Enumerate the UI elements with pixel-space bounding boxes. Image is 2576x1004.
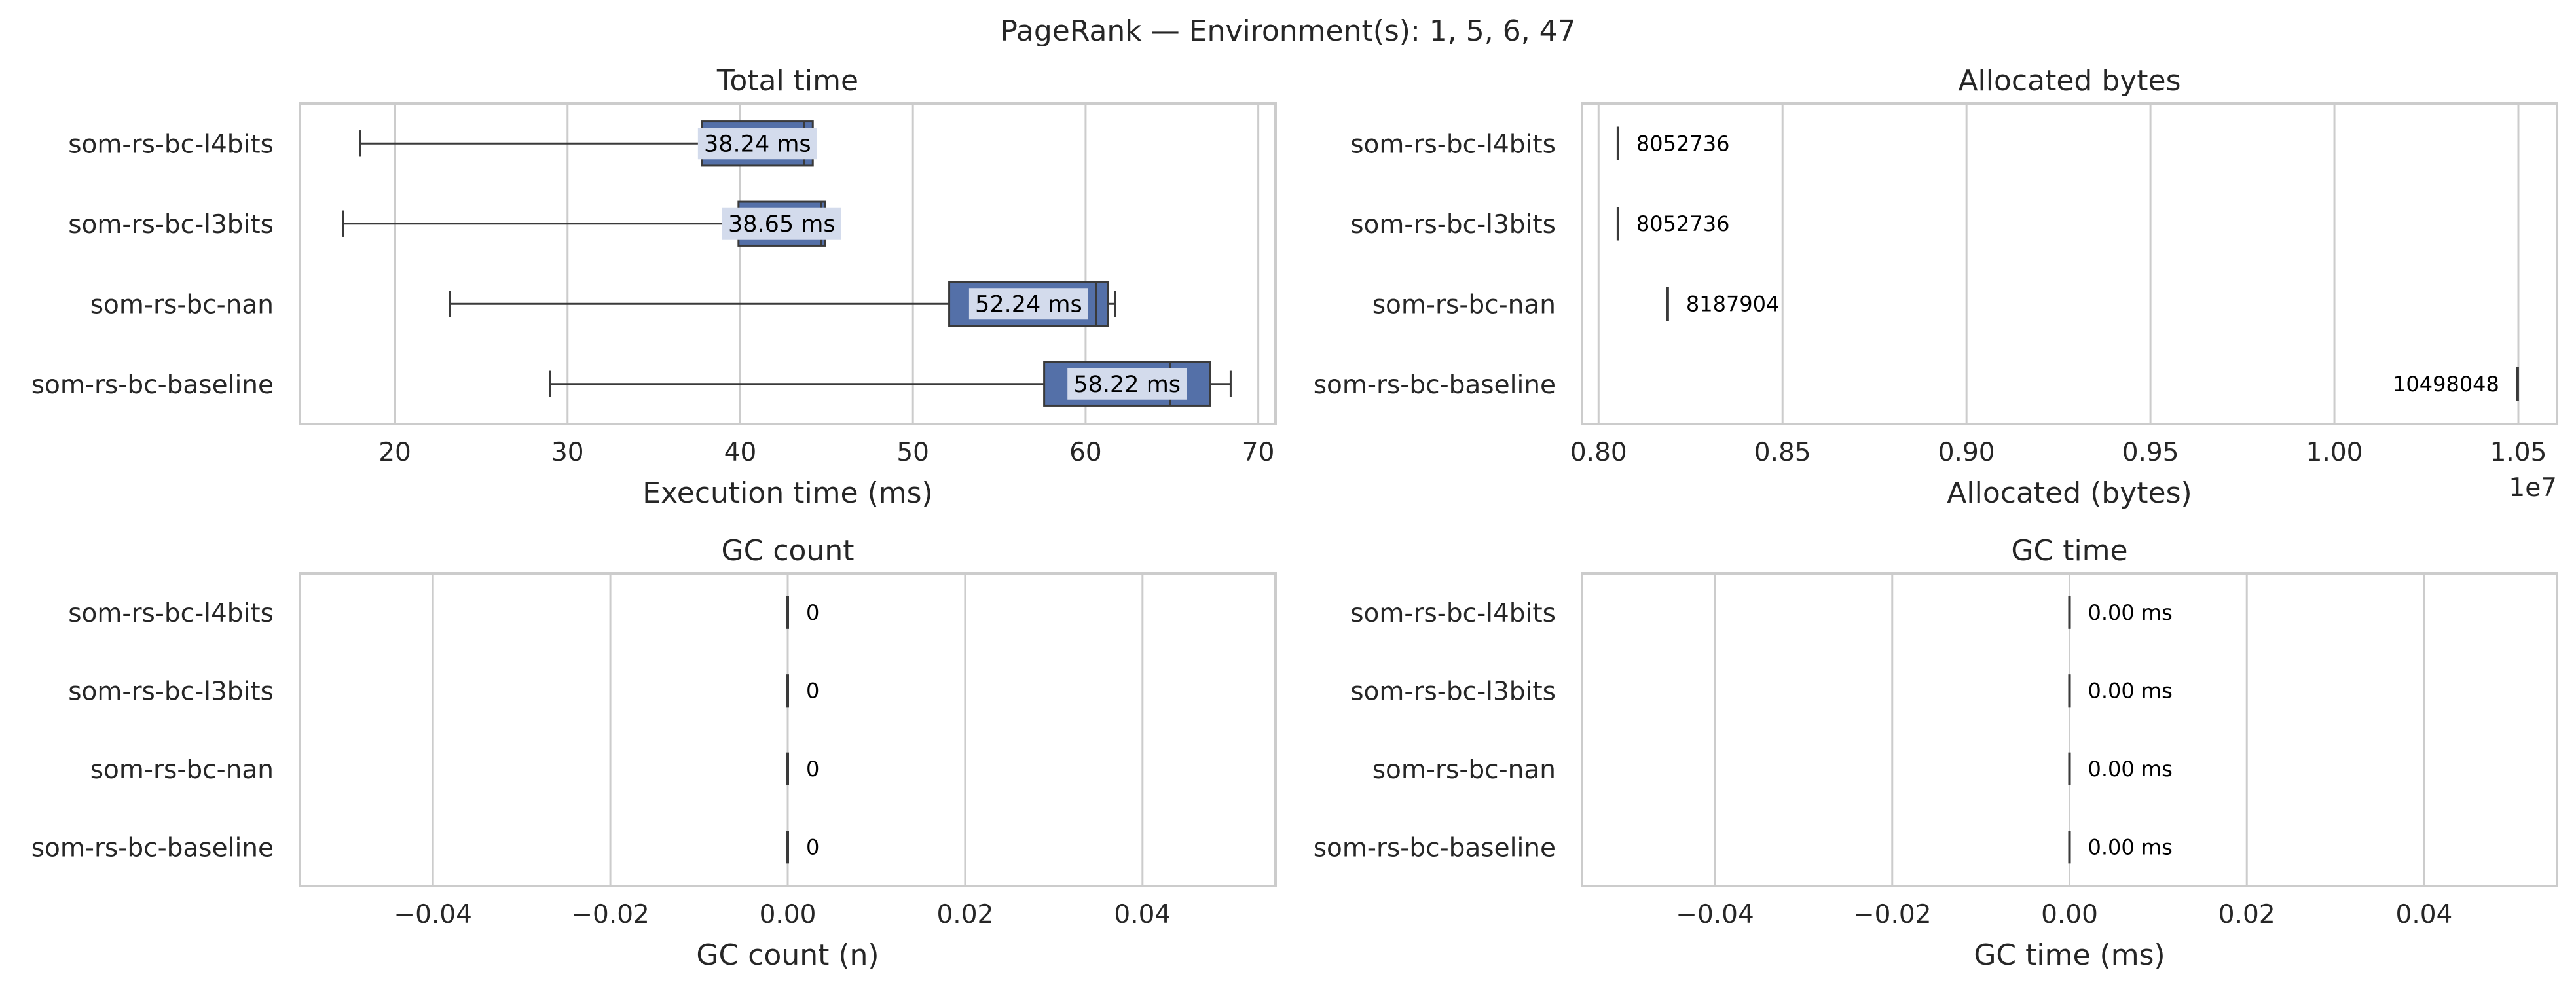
data-label: 0 (806, 678, 819, 703)
x-tick-label-5: 1.00 (2306, 438, 2363, 467)
box-1: 38.24 ms (359, 120, 817, 167)
box-2: 8052736 (1616, 207, 1730, 241)
y-tick-label-1: som-rs-bc-l4bits (1350, 130, 1556, 159)
x-tick-label-4: 50 (896, 438, 929, 467)
box-2: 0.00 ms (2068, 674, 2173, 708)
x-tick-label-1: 20 (378, 438, 411, 467)
box-3: 0 (786, 752, 819, 785)
data-label-bg (697, 128, 817, 160)
plot-frame (299, 102, 1277, 425)
y-tick-label-2: som-rs-bc-l3bits (1350, 210, 1556, 240)
x-tick-label-2: −0.02 (1853, 900, 1932, 929)
y-tick-label-3: som-rs-bc-nan (90, 755, 274, 785)
y-tick-label-4: som-rs-bc-baseline (1314, 833, 1556, 863)
x-tick-label-5: 60 (1069, 438, 1102, 467)
panel-4: −0.04 −0.02 0.00 0.02 0.04 som-rs-bc-l4bits so… (1314, 534, 2558, 972)
x-tick-label-3: 40 (724, 438, 757, 467)
box-2: 38.65 ms (342, 200, 841, 247)
plot-frame (1581, 572, 2558, 887)
x-tick-label-1: 0.80 (1570, 438, 1627, 467)
x-axis-label: Execution time (ms) (642, 476, 932, 510)
y-tick-label-2: som-rs-bc-l3bits (1350, 677, 1556, 706)
data-label: 10498048 (2393, 372, 2499, 397)
data-label: 58.22 ms (1073, 372, 1181, 398)
box-4: 0.00 ms (2068, 831, 2173, 864)
box-3: 0.00 ms (2068, 752, 2173, 785)
x-tick-label-3: 0.90 (1938, 438, 1995, 467)
data-label-bg (968, 288, 1088, 320)
x-tick-label-2: −0.02 (571, 900, 650, 929)
data-label: 8052736 (1636, 211, 1730, 236)
x-axis-label: GC count (n) (696, 939, 879, 972)
y-tick-label-4: som-rs-bc-baseline (31, 833, 274, 863)
box-4: 0 (786, 831, 819, 864)
data-label: 38.65 ms (728, 211, 836, 238)
panel-title: GC count (722, 534, 855, 567)
box-3: 52.24 ms (449, 281, 1116, 327)
panels: 20 30 40 50 60 70 som-rs-bc-l4bits som-rs-bc-l3… (31, 64, 2558, 972)
x-tick-label-6: 70 (1242, 438, 1275, 467)
y-tick-label-1: som-rs-bc-l4bits (1350, 599, 1556, 628)
data-label: 8187904 (1686, 291, 1780, 316)
x-tick-label-4: 0.02 (936, 900, 993, 929)
box-3: 8187904 (1666, 287, 1780, 321)
x-tick-label-3: 0.00 (2041, 900, 2098, 929)
box-1: 8052736 (1616, 126, 1730, 160)
y-tick-label-3: som-rs-bc-nan (1372, 755, 1556, 785)
data-label: 52.24 ms (975, 291, 1082, 317)
data-label: 38.24 ms (704, 131, 811, 157)
panel-title: Allocated bytes (1958, 64, 2180, 98)
box-1: 0.00 ms (2068, 596, 2173, 629)
x-tick-label-1: −0.04 (394, 900, 472, 929)
x-tick-label-6: 1.05 (2490, 438, 2547, 467)
data-label: 0.00 ms (2088, 834, 2173, 859)
panel-3: −0.04 −0.02 0.00 0.02 0.04 som-rs-bc-l4bits so… (31, 534, 1277, 972)
y-tick-label-4: som-rs-bc-baseline (1314, 370, 1556, 400)
box-2: 0 (786, 674, 819, 708)
y-tick-label-3: som-rs-bc-nan (90, 290, 274, 319)
y-tick-label-2: som-rs-bc-l3bits (68, 677, 274, 706)
y-tick-label-3: som-rs-bc-nan (1372, 290, 1556, 319)
data-label: 0 (806, 600, 819, 625)
y-tick-label-1: som-rs-bc-l4bits (68, 130, 274, 159)
data-label: 0.00 ms (2088, 678, 2173, 703)
plot-frame (299, 572, 1277, 887)
x-axis-label: GC time (ms) (1974, 939, 2165, 972)
panel-1: 20 30 40 50 60 70 som-rs-bc-l4bits som-rs-bc-l3… (31, 64, 1277, 510)
x-tick-label-3: 0.00 (760, 900, 817, 929)
data-label: 0 (806, 757, 819, 781)
figure-suptitle: PageRank — Environment(s): 1, 5, 6, 47 (1000, 14, 1575, 48)
panel-2: 0.80 0.85 0.90 0.95 1.00 1.05 som-rs-bc-l4bits… (1314, 64, 2558, 510)
y-tick-label-2: som-rs-bc-l3bits (68, 210, 274, 240)
data-label-bg (1067, 368, 1187, 400)
x-tick-label-2: 30 (551, 438, 584, 467)
x-offset-label: 1e7 (2509, 473, 2557, 503)
x-tick-label-4: 0.95 (2122, 438, 2179, 467)
box-4: 58.22 ms (549, 361, 1232, 407)
panel-title: Total time (716, 64, 858, 98)
x-axis-label: Allocated (bytes) (1947, 476, 2192, 510)
x-tick-label-1: −0.04 (1676, 900, 1754, 929)
data-label-bg (722, 207, 841, 240)
x-tick-label-4: 0.02 (2218, 900, 2275, 929)
box-4: 10498048 (2393, 367, 2519, 401)
data-label: 0.00 ms (2088, 757, 2173, 781)
data-label: 0.00 ms (2088, 600, 2173, 625)
panel-title: GC time (2011, 534, 2127, 567)
data-label: 8052736 (1636, 131, 1730, 156)
y-tick-label-1: som-rs-bc-l4bits (68, 599, 274, 628)
data-label: 0 (806, 834, 819, 859)
y-tick-label-4: som-rs-bc-baseline (31, 370, 274, 400)
plot-frame (1581, 102, 2558, 425)
box-1: 0 (786, 596, 819, 629)
x-tick-label-5: 0.04 (1114, 900, 1171, 929)
x-tick-label-5: 0.04 (2396, 900, 2453, 929)
x-tick-label-2: 0.85 (1754, 438, 1811, 467)
